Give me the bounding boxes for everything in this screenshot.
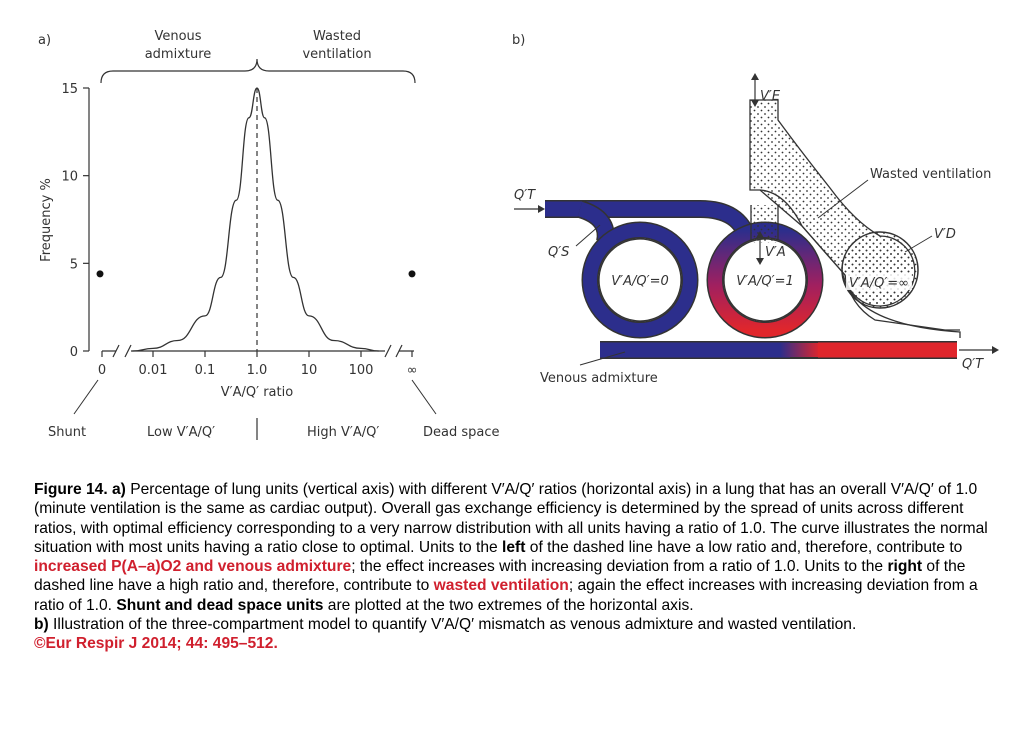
shunt-label: Shunt [48,425,86,440]
shunt-pointer [73,379,99,415]
dead-space-pointer [411,379,437,415]
y-tick-label: 0 [70,345,78,360]
low-ratio-label: Low V′A/Q′ [147,425,215,440]
figure-caption: Figure 14. a) Percentage of lung units (… [34,480,999,654]
va-label: V′A [765,245,786,260]
x-tick-label: 100 [349,363,374,378]
citation: ©Eur Respir J 2014; 44: 495–512. [34,635,278,653]
qt-out-arrow-icon [992,346,999,354]
caption-shunt-dead: Shunt and dead space units [116,596,324,614]
va-arrow-icon [756,231,764,265]
caption-text-1: Percentage of lung units (vertical axis)… [34,481,988,556]
panel-b-label: b) [512,33,525,48]
bracket-right-line1: Wasted [313,29,361,44]
x-tick-label: 0.01 [139,363,168,378]
unit-inf-label: V′A/Q′=∞ [849,276,909,291]
bracket-left-line2: admixture [145,47,212,62]
ve-arrow-icon [751,73,759,107]
caption-text-7: Illustration of the three-compartment mo… [48,616,857,634]
vd-label: V′D [934,227,956,242]
y-tick-label: 5 [70,257,78,272]
x-tick-label: 10 [301,363,318,378]
ve-label: V′E [760,89,781,104]
figure-graphic: a) Venous admixture Wasted ventilation 0… [38,29,999,440]
unit-zero-label: V′A/Q′=0 [611,274,668,289]
venous-admixture-label: Venous admixture [540,371,658,386]
wasted-ventilation-label: Wasted ventilation [870,167,991,182]
x-tick-label: ∞ [407,363,418,378]
bracket-right-line2: ventilation [302,47,371,62]
qt-in-arrow-icon [538,205,545,213]
caption-text-2: of the dashed line have a low ratio and,… [525,538,963,556]
caption-figure-label: Figure 14. a) [34,481,126,498]
y-axis-label: Frequency % [39,178,54,262]
top-bracket [100,58,416,84]
caption-highlight-venous: increased P(A–a)O2 and venous admixture [34,558,352,576]
bracket-left-line1: Venous [154,29,201,44]
dead-space-point [408,270,416,278]
qt-out-label: Q′T [962,357,984,372]
caption-text-4: of the dashed line have a high ratio and… [34,558,966,595]
caption-highlight-wasted: wasted ventilation [433,577,569,595]
x-tick-label: 0.1 [195,363,216,378]
x-ticks: 0 0.01 0.1 1.0 10 100 ∞ [98,351,418,378]
x-axis-breaks [112,344,403,358]
qt-in-label: Q′T [514,188,536,203]
shunt-point [96,270,104,278]
caption-right: right [887,558,923,576]
panel-a-label: a) [38,33,51,48]
y-tick-label: 10 [61,170,78,185]
caption-text-5: ; again the effect increases with increa… [34,577,978,614]
panel-b: b) [512,33,999,386]
x-tick-label: 1.0 [247,363,268,378]
shunt-unit [583,223,697,337]
caption-left: left [502,538,526,556]
caption-b-label: b) [34,616,49,634]
caption-text-6: are plotted at the two extremes of the h… [323,596,694,614]
unit-one-label: V′A/Q′=1 [736,274,793,289]
y-tick-label: 15 [61,82,78,97]
dead-space-label: Dead space [423,425,500,440]
high-ratio-label: High V′A/Q′ [307,425,379,440]
x-axis-label: V′A/Q′ ratio [221,385,293,400]
extreme-points [96,270,416,278]
x-tick-label: 0 [98,363,106,378]
distribution-curve [132,87,379,352]
panel-a: a) Venous admixture Wasted ventilation 0… [38,29,500,440]
y-ticks: 0 5 10 15 [61,82,89,360]
qs-label: Q′S [548,245,569,260]
caption-text-3: ; the effect increases with increasing d… [351,558,888,576]
